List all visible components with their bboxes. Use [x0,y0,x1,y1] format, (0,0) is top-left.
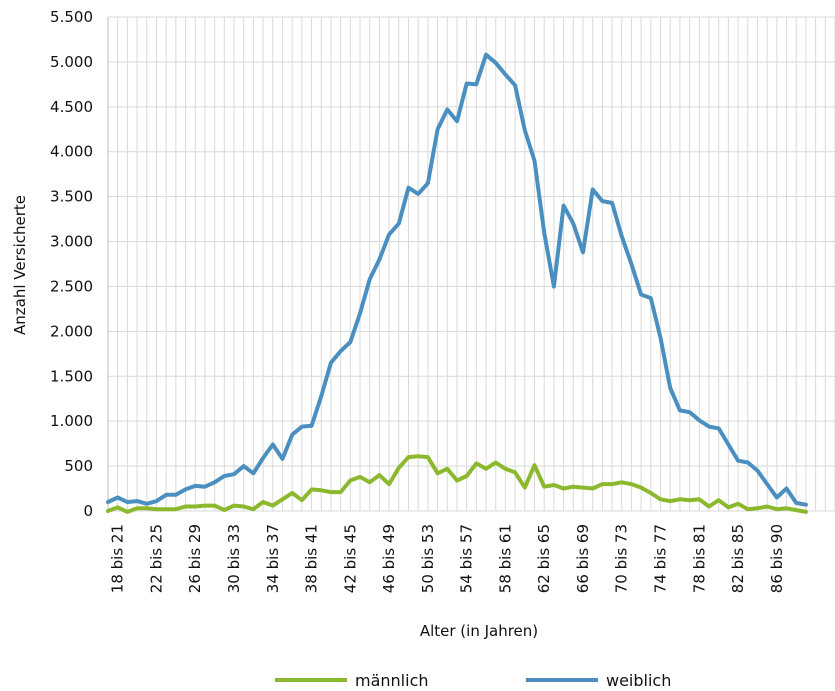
y-tick-label: 3.500 [50,188,93,206]
series-lines [106,52,808,514]
x-tick-label: 22 bis 25 [147,524,165,593]
legend-item-maennlich: männlich [275,671,429,690]
x-tick-label: 86 bis 90 [768,524,786,593]
y-tick-label: 2.000 [50,322,93,340]
x-tick-label: 18 bis 21 [109,524,127,593]
x-tick-label: 30 bis 33 [225,524,243,593]
x-tick-label: 58 bis 61 [496,524,514,593]
x-tick-label: 66 bis 69 [574,524,592,593]
x-tick-label: 50 bis 53 [419,524,437,593]
y-tick-label: 2.500 [50,277,93,295]
y-tick-label: 0 [83,502,93,520]
x-tick-label: 74 bis 77 [652,524,670,593]
y-tick-label: 4.500 [50,98,93,116]
x-axis-ticks: 18 bis 21 22 bis 25 26 bis 29 30 bis 33 34 b… [109,524,786,593]
series-line-weiblich [106,52,808,507]
x-tick-label: 78 bis 81 [690,524,708,593]
x-tick-label: 42 bis 45 [341,524,359,593]
legend-label-weiblich: weiblich [606,671,671,690]
legend-label-maennlich: männlich [355,671,429,690]
x-tick-label: 34 bis 37 [264,524,282,593]
x-tick-label: 46 bis 49 [380,524,398,593]
y-tick-label: 4.000 [50,143,93,161]
legend: männlich weiblich [275,671,671,690]
x-tick-label: 54 bis 57 [458,524,476,593]
x-tick-label: 82 bis 85 [729,524,747,593]
x-tick-label: 62 bis 65 [535,524,553,593]
y-tick-label: 3.000 [50,233,93,251]
y-tick-label: 1.000 [50,412,93,430]
y-tick-label: 5.000 [50,53,93,71]
x-tick-label: 70 bis 73 [613,524,631,593]
x-tick-label: 26 bis 29 [186,524,204,593]
x-tick-label: 38 bis 41 [303,524,321,593]
y-tick-label: 5.500 [50,8,93,26]
legend-item-weiblich: weiblich [526,671,671,690]
y-axis-ticks: 0 500 1.000 1.500 2.000 2.500 3.000 3.500 4.000 4… [50,8,93,520]
y-tick-label: 500 [64,457,93,475]
x-axis-label: Alter (in Jahren) [420,622,538,640]
y-tick-label: 1.500 [50,367,93,385]
grid-lines [107,16,835,512]
series-line-maennlich [106,454,808,514]
y-axis-label: Anzahl Versicherte [11,195,29,335]
